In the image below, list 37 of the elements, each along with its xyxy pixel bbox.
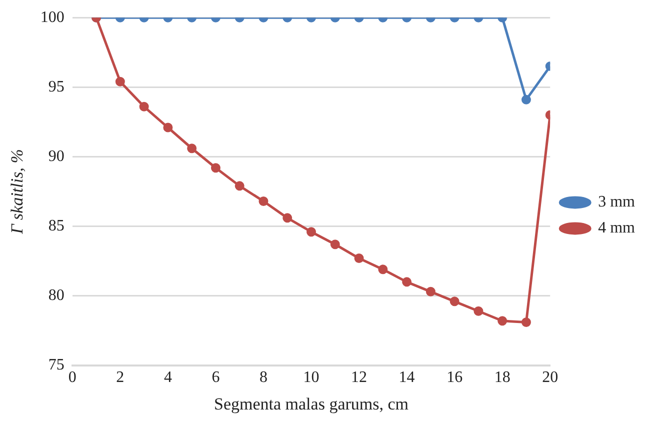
x-tick-label: 2 <box>116 369 124 386</box>
point <box>378 264 388 274</box>
point <box>187 144 197 154</box>
point <box>402 277 412 287</box>
point <box>474 306 484 316</box>
point <box>258 196 268 206</box>
legend-label: 3 mm <box>598 194 636 211</box>
point <box>306 227 316 237</box>
x-tick-label: 18 <box>494 369 510 386</box>
point <box>234 181 244 191</box>
x-tick-label: 8 <box>259 369 268 386</box>
legend-label: 4 mm <box>598 220 636 237</box>
x-tick-label: 4 <box>164 369 172 386</box>
y-tick-label: 100 <box>40 8 64 26</box>
x-tick-label: 12 <box>351 369 368 386</box>
y-axis-title: Γ skaitlis, % <box>8 149 27 235</box>
y-tick-label: 85 <box>48 217 64 234</box>
x-tick-label: 20 <box>542 369 558 386</box>
y-tick-label: 75 <box>48 356 64 374</box>
point <box>521 318 531 328</box>
y-tick-label: 95 <box>48 78 64 96</box>
x-tick-label: 10 <box>303 369 320 386</box>
y-tick-label: 90 <box>48 148 64 165</box>
point <box>426 286 436 296</box>
point <box>210 163 220 173</box>
x-tick-label: 14 <box>398 369 415 386</box>
x-tick-label: 6 <box>212 369 220 386</box>
point <box>282 213 292 223</box>
point <box>163 122 173 132</box>
point <box>450 296 460 306</box>
point <box>354 254 364 264</box>
x-tick-label: 0 <box>68 369 76 386</box>
y-tick-label: 80 <box>48 287 64 304</box>
point <box>498 316 508 326</box>
x-tick-label: 16 <box>446 369 463 386</box>
x-axis-title: Segmenta malas garums, cm <box>214 394 409 414</box>
point <box>330 240 340 250</box>
